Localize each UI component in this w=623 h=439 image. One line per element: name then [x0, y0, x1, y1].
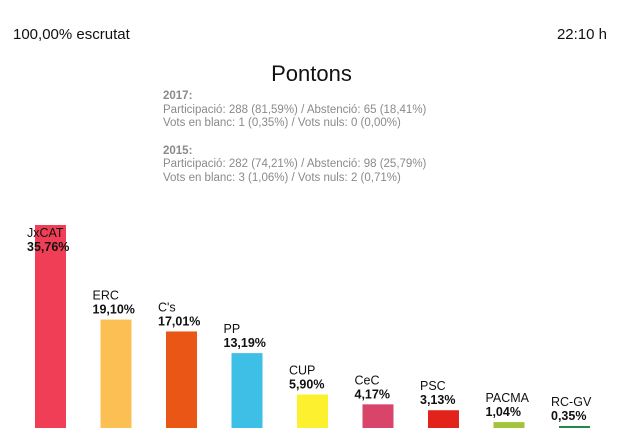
update-time: 22:10 h	[556, 26, 607, 43]
bar-label-percent: 13,19%	[224, 336, 266, 350]
bar-cec	[362, 404, 394, 428]
bar-label-party: CeC	[355, 373, 380, 387]
stats-2015: 2015: Participació: 282 (74,21%) / Abste…	[163, 145, 426, 186]
bar-label-party: JxCAT	[27, 226, 64, 240]
bar-label-party: PACMA	[486, 391, 530, 405]
bar-label-percent: 5,90%	[289, 378, 324, 392]
stats-2017: 2017: Participació: 288 (81,59%) / Abste…	[163, 90, 426, 131]
bar-psc	[428, 410, 459, 428]
bar-label-percent: 0,35%	[551, 409, 586, 423]
bar-label-party: RC-GV	[551, 395, 592, 409]
bar-label-party: CUP	[289, 364, 315, 378]
bar-label-percent: 19,10%	[93, 303, 135, 317]
bar-label-percent: 17,01%	[158, 314, 200, 328]
turnout-stats: 2017: Participació: 288 (81,59%) / Abste…	[163, 90, 426, 185]
bar-label-percent: 4,17%	[355, 387, 390, 401]
bar-pp	[231, 353, 263, 428]
stats-participation: Participació: 288 (81,59%) / Abstenció: …	[163, 103, 427, 116]
scrutiny-status: 100,00% escrutat	[13, 26, 130, 43]
bar-erc	[100, 319, 132, 428]
bar-rc-gv	[559, 426, 590, 428]
bar-label-percent: 35,76%	[27, 240, 69, 254]
bar-jxcat	[35, 225, 66, 428]
stats-participation: Participació: 282 (74,21%) / Abstenció: …	[163, 158, 427, 170]
bar-label-party: PP	[224, 322, 241, 336]
stats-year-label: 2017:	[163, 90, 193, 102]
stats-year-label: 2015:	[163, 144, 193, 157]
bar-label-party: PSC	[420, 379, 446, 393]
bar-cup	[297, 394, 328, 428]
bar-label-party: ERC	[93, 289, 119, 303]
bar-c-s	[166, 331, 197, 428]
stats-blank-null: Vots en blanc: 3 (1,06%) / Vots nuls: 2 …	[163, 171, 401, 184]
bar-label-percent: 3,13%	[420, 393, 455, 407]
bar-label-percent: 1,04%	[486, 405, 521, 419]
bar-pacma	[493, 422, 525, 428]
page-title: Pontons	[271, 61, 352, 86]
stats-blank-null: Vots en blanc: 1 (0,35%) / Vots nuls: 0 …	[163, 117, 401, 129]
bar-label-party: C's	[158, 300, 176, 314]
